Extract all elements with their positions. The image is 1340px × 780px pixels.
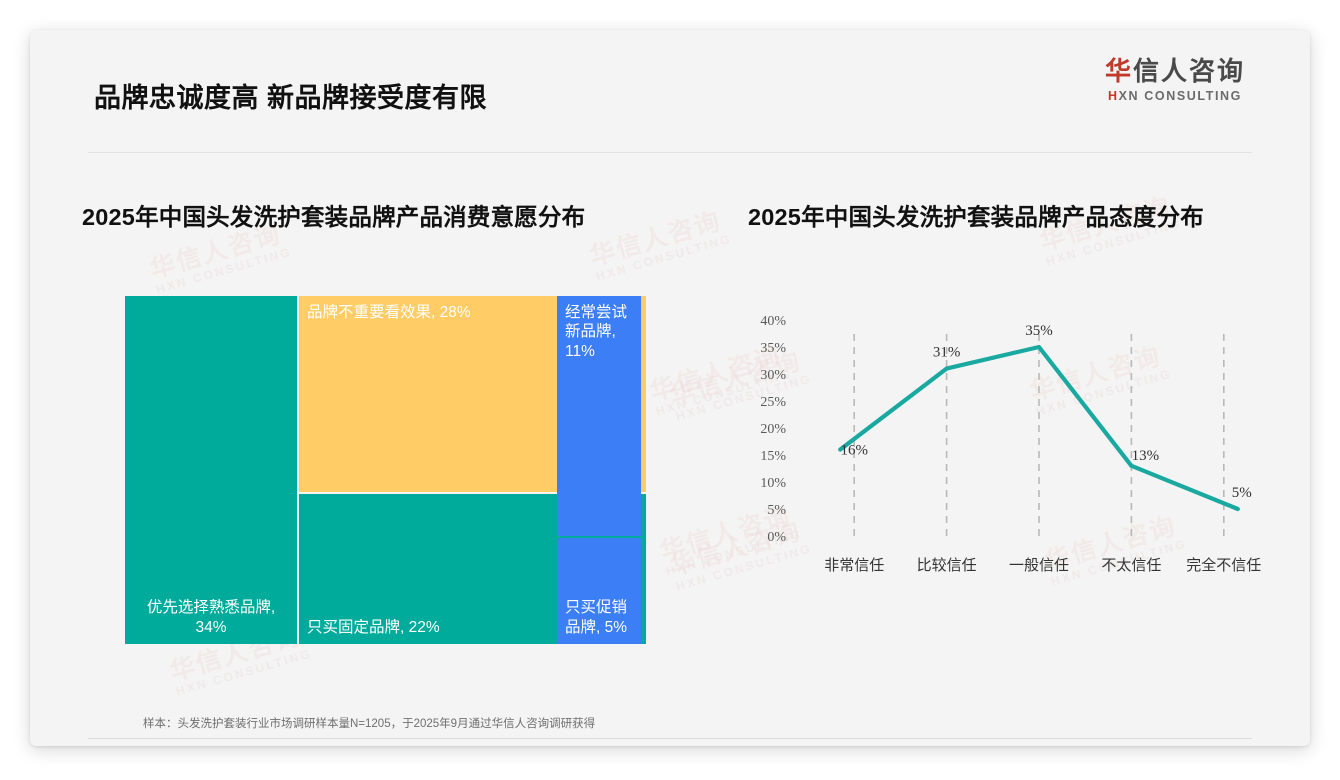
source-footnote: 样本：头发洗护套装行业市场调研样本量N=1205，于2025年9月通过华信人咨询… [143,718,596,730]
logo-en-first-char: H [1107,89,1119,103]
y-axis-tick-label: 40% [760,314,786,329]
data-point-labels: 16% 31% 35% 13% 5% [840,323,1251,501]
treemap-chart: 优先选择熟悉品牌, 34% 品牌不重要看效果, 28% 只买固定品牌, 22% … [125,296,646,644]
treemap-cell-label: 经常尝试新品牌, 11% [565,304,628,360]
page-title: 品牌忠诚度高 新品牌接受度有限 [94,83,488,113]
slide-header: 品牌忠诚度高 新品牌接受度有限 华信人咨询 HXN CONSULTING [30,30,1310,122]
data-point-label: 13% [1132,448,1160,464]
logo-english-text: HXN CONSULTING [1105,90,1245,103]
data-line [838,344,1240,512]
line-chart: 0% 5% 10% 15% 20% 25% 30% 35% 40% 16% 31% 35% 13% 5%… [690,294,1290,614]
y-axis-tick-label: 5% [767,503,786,518]
x-axis-category-label: 一般信任 [1009,557,1069,574]
treemap-cell[interactable]: 优先选择熟悉品牌, 34% [125,296,297,644]
y-axis-tick-label: 35% [760,341,786,356]
x-axis-category-label: 完全不信任 [1186,556,1261,574]
x-axis-category-labels: 非常信任 比较信任 一般信任 不太信任 完全不信任 [824,556,1261,574]
treemap-title: 2025年中国头发洗护套装品牌产品消费意愿分布 [82,204,586,230]
y-axis-tick-label: 20% [760,422,786,437]
vertical-gridlines [853,334,1225,536]
linechart-title: 2025年中国头发洗护套装品牌产品态度分布 [748,204,1204,230]
treemap-cell-label: 品牌不重要看效果, 28% [307,304,471,321]
watermark-en: HXN CONSULTING [594,231,734,284]
y-axis-tick-label: 0% [767,530,786,545]
y-axis-tick-label: 10% [760,476,786,491]
watermark-en: HXN CONSULTING [174,646,314,699]
treemap-cell-label: 优先选择熟悉品牌, [146,599,276,617]
treemap-cell[interactable]: 经常尝试新品牌, 11% [557,296,641,536]
data-point-label: 5% [1232,485,1252,501]
data-point-label: 16% [840,443,868,459]
y-axis-tick-label: 25% [760,395,786,410]
x-axis-category-label: 不太信任 [1101,557,1161,574]
header-divider [88,152,1252,153]
logo-en-rest: XN CONSULTING [1118,89,1242,103]
data-point-label: 31% [933,345,961,361]
x-axis-category-label: 非常信任 [824,557,884,574]
data-point-label: 35% [1025,323,1053,339]
y-axis-tick-label: 15% [760,449,786,464]
footer-divider [88,738,1252,739]
y-axis-tick-labels: 0% 5% 10% 15% 20% 25% 30% 35% 40% [760,314,786,545]
logo-chinese-text: 华信人咨询 [1105,58,1245,84]
treemap-panel: 2025年中国头发洗护套装品牌产品消费意愿分布 优先选择熟悉品牌, 34% 品牌… [82,198,702,644]
treemap-cell-label: 只买促销品牌, 5% [565,599,628,636]
line-chart-svg: 0% 5% 10% 15% 20% 25% 30% 35% 40% 16% 31% 35% 13% 5%… [760,314,1261,574]
logo-cn-rest: 信人咨询 [1132,56,1245,86]
slide-card: 华信人咨询 HXN CONSULTING 华信人咨询 HXN CONSULTIN… [30,30,1310,746]
watermark-en: HXN CONSULTING [154,244,294,297]
company-logo: 华信人咨询 HXN CONSULTING [1105,58,1245,103]
treemap-cell-value: 34% [195,618,227,636]
y-axis-tick-label: 30% [760,368,786,383]
treemap-cell-label: 只买固定品牌, 22% [307,618,440,636]
x-axis-category-label: 比较信任 [917,556,977,574]
logo-cn-first-char: 华 [1104,56,1133,86]
linechart-panel: 2025年中国头发洗护套装品牌产品态度分布 0% 5% 10% 15% 20% 25% 30… [748,198,1293,574]
treemap-cell[interactable]: 只买促销品牌, 5% [557,538,641,644]
